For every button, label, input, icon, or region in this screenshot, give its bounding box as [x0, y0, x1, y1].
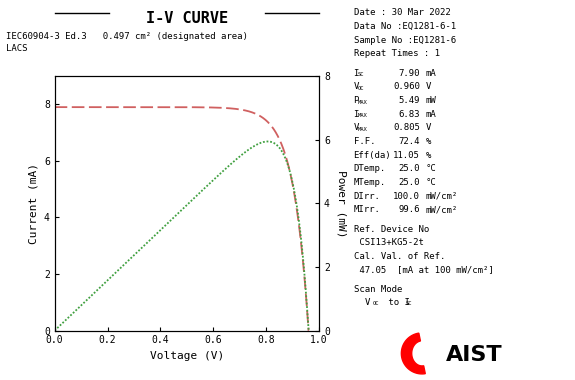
X-axis label: Voltage (V): Voltage (V) — [150, 351, 224, 361]
Text: Sample No :EQ1281-6: Sample No :EQ1281-6 — [354, 36, 456, 45]
Y-axis label: Current (mA): Current (mA) — [28, 163, 39, 244]
Text: I-V CURVE: I-V CURVE — [146, 11, 228, 26]
Text: Ref. Device No: Ref. Device No — [354, 225, 429, 233]
Text: %: % — [426, 137, 431, 146]
Text: mA: mA — [426, 68, 436, 78]
Text: 99.6: 99.6 — [398, 205, 420, 214]
Text: mW/cm²: mW/cm² — [426, 192, 458, 201]
Text: SC: SC — [405, 301, 412, 306]
Text: to I: to I — [383, 298, 410, 307]
Text: mW/cm²: mW/cm² — [426, 205, 458, 214]
Text: Data No :EQ1281-6-1: Data No :EQ1281-6-1 — [354, 22, 456, 31]
Text: MIrr.: MIrr. — [354, 205, 381, 214]
Text: Date : 30 Mar 2022: Date : 30 Mar 2022 — [354, 8, 450, 17]
Text: OC: OC — [373, 301, 379, 306]
Text: V: V — [365, 298, 370, 307]
Text: I: I — [354, 68, 359, 78]
Text: 0.960: 0.960 — [393, 82, 420, 91]
Text: P: P — [354, 96, 359, 105]
Text: V: V — [426, 82, 431, 91]
Text: LACS: LACS — [6, 44, 27, 53]
Text: V: V — [354, 123, 359, 132]
Text: MAX: MAX — [358, 127, 368, 132]
Text: °C: °C — [426, 164, 436, 173]
Text: 5.49: 5.49 — [398, 96, 420, 105]
Text: °C: °C — [426, 178, 436, 187]
Text: mW: mW — [426, 96, 436, 105]
Text: MTemp.: MTemp. — [354, 178, 386, 187]
Text: Scan Mode: Scan Mode — [354, 285, 402, 294]
Text: F.F.: F.F. — [354, 137, 375, 146]
Text: mA: mA — [426, 109, 436, 119]
Text: 72.4: 72.4 — [398, 137, 420, 146]
Text: 7.90: 7.90 — [398, 68, 420, 78]
Text: 47.05  [mA at 100 mW/cm²]: 47.05 [mA at 100 mW/cm²] — [354, 266, 493, 274]
Text: 0.805: 0.805 — [393, 123, 420, 132]
Text: IEC60904-3 Ed.3   0.497 cm² (designated area): IEC60904-3 Ed.3 0.497 cm² (designated ar… — [6, 32, 248, 41]
Text: MAX: MAX — [358, 100, 368, 105]
Text: 6.83: 6.83 — [398, 109, 420, 119]
Text: Eff(da): Eff(da) — [354, 150, 391, 160]
Text: 25.0: 25.0 — [398, 164, 420, 173]
Y-axis label: Power (mW): Power (mW) — [336, 169, 347, 237]
Text: DTemp.: DTemp. — [354, 164, 386, 173]
Text: DIrr.: DIrr. — [354, 192, 381, 201]
Text: AIST: AIST — [446, 345, 503, 365]
Text: V: V — [354, 82, 359, 91]
Text: CSI13+KG5-2t: CSI13+KG5-2t — [354, 238, 424, 247]
Text: 100.0: 100.0 — [393, 192, 420, 201]
Polygon shape — [401, 333, 426, 374]
Text: I: I — [354, 109, 359, 119]
Text: 11.05: 11.05 — [393, 150, 420, 160]
Text: Repeat Times : 1: Repeat Times : 1 — [354, 49, 440, 59]
Text: %: % — [426, 150, 431, 160]
Text: MAX: MAX — [358, 113, 368, 119]
Text: 25.0: 25.0 — [398, 178, 420, 187]
Text: Cal. Val. of Ref.: Cal. Val. of Ref. — [354, 252, 445, 261]
Text: SC: SC — [358, 72, 365, 78]
Text: OC: OC — [358, 86, 365, 91]
Text: V: V — [426, 123, 431, 132]
